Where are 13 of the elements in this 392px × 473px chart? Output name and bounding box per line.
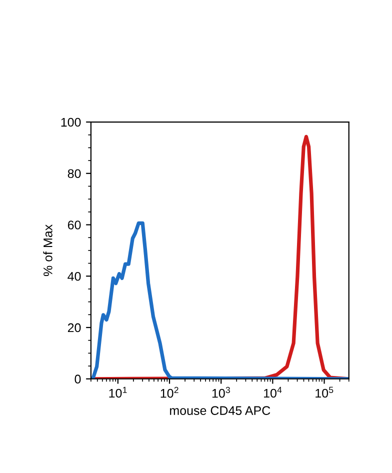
y-tick-label: 0: [74, 374, 81, 384]
x-tick-label: 10$^{5}$: [316, 386, 334, 398]
x-tick-label: 10$^{4}$: [264, 386, 282, 398]
y-tick-label: 80: [68, 169, 81, 178]
x-tick-label: 10$^{1}$: [109, 386, 127, 398]
y-axis-title: % of Max: [43, 224, 52, 276]
y-tick-label: 20: [68, 323, 81, 332]
x-axis-title: mouse CD45 APC: [170, 406, 270, 415]
y-tick-label: 100: [61, 118, 81, 127]
x-tick-label: 10$^{3}$: [212, 386, 230, 398]
x-tick-label: 10$^{2}$: [160, 386, 178, 398]
y-tick-label: 40: [68, 272, 81, 281]
y-tick-label: 60: [68, 220, 81, 230]
